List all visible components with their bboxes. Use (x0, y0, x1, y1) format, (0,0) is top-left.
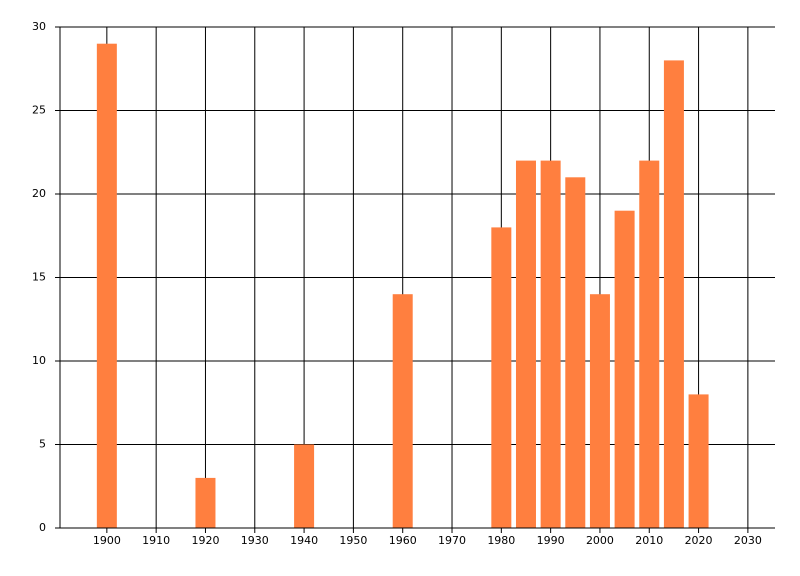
x-tick-label: 1900 (93, 534, 121, 547)
bar (491, 227, 512, 528)
x-tick-label: 1950 (339, 534, 367, 547)
x-tick-label: 2030 (734, 534, 762, 547)
x-tick-label: 1930 (241, 534, 269, 547)
bar (639, 160, 660, 528)
y-tick-label: 30 (32, 20, 46, 33)
bar (294, 444, 315, 528)
x-tick-label: 1980 (487, 534, 515, 547)
y-tick-label: 25 (32, 104, 46, 117)
bar (540, 160, 561, 528)
bar (565, 177, 586, 529)
x-tick-label: 1910 (142, 534, 170, 547)
bar (614, 210, 635, 528)
bar (663, 60, 684, 529)
x-tick-label: 1990 (537, 534, 565, 547)
bar (515, 160, 536, 528)
x-tick-label: 2000 (586, 534, 614, 547)
y-tick-label: 5 (39, 438, 46, 451)
x-tick-label: 1940 (290, 534, 318, 547)
y-tick-label: 0 (39, 521, 46, 534)
x-tick-label: 2010 (635, 534, 663, 547)
bar (688, 394, 709, 528)
bar (589, 294, 610, 528)
x-tick-label: 2020 (685, 534, 713, 547)
bar (195, 477, 216, 528)
y-tick-label: 15 (32, 271, 46, 284)
x-tick-label: 1920 (191, 534, 219, 547)
x-tick-label: 1960 (389, 534, 417, 547)
y-tick-label: 10 (32, 354, 46, 367)
y-tick-label: 20 (32, 187, 46, 200)
bar (392, 294, 413, 528)
bar (96, 43, 117, 528)
x-tick-label: 1970 (438, 534, 466, 547)
